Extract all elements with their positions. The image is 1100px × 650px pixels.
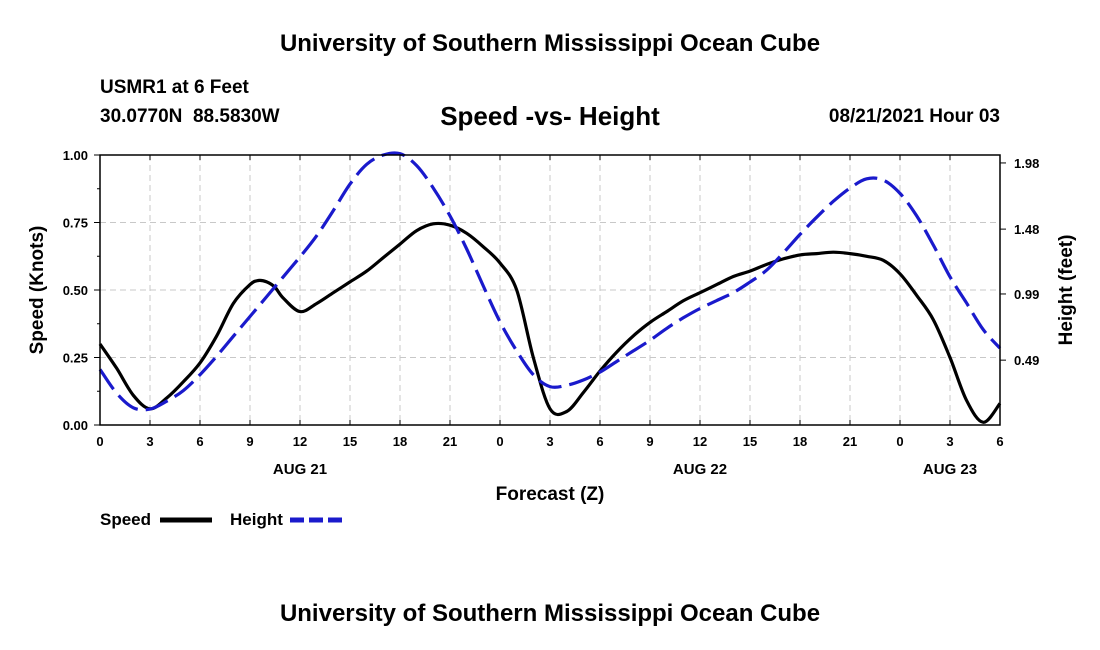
y2-tick-label: 0.99 (1014, 287, 1039, 302)
page-title: University of Southern Mississippi Ocean… (279, 30, 821, 57)
chart-title: Speed -vs- Height (440, 101, 660, 131)
y2-tick-label: 0.49 (1014, 353, 1039, 368)
footer-title: University of Southern Mississippi Ocean… (279, 600, 821, 627)
x-tick-label: 9 (246, 434, 253, 449)
series-lines (98, 151, 1002, 424)
x-axis-title: Forecast (Z) (496, 484, 605, 505)
y-tick-label: 1.00 (63, 148, 88, 163)
y-tick-label: 0.50 (63, 283, 88, 298)
tick-labels: 0 3 6 9 12 15 18 21 0 3 6 9 12 15 18 21 0 3 6 AUG 21 AUG 22 A… (63, 148, 1040, 478)
y2-tick-label: 1.48 (1014, 222, 1039, 237)
x-tick-label: 3 (546, 434, 553, 449)
x-tick-label: 18 (793, 434, 807, 449)
x-tick-label: 6 (996, 434, 1003, 449)
y-tick-label: 0.75 (63, 216, 88, 231)
legend: Speed Height (100, 510, 342, 529)
x-tick-label: 6 (196, 434, 203, 449)
date-label: AUG 21 (273, 461, 327, 478)
height-series-line (98, 151, 1002, 412)
x-tick-label: 9 (646, 434, 653, 449)
x-tick-label: 18 (393, 434, 407, 449)
x-tick-label: 12 (693, 434, 707, 449)
station-label: USMR1 at 6 Feet (100, 77, 249, 98)
x-tick-label: 3 (146, 434, 153, 449)
y-axis-title: Speed (Knots) (27, 226, 48, 355)
date-label: AUG 22 (673, 461, 727, 478)
x-tick-label: 15 (743, 434, 757, 449)
x-tick-label: 0 (96, 434, 103, 449)
axis-ticks (94, 154, 1006, 426)
x-tick-label: 0 (896, 434, 903, 449)
y-tick-label: 0.00 (63, 418, 88, 433)
speed-series-line (98, 221, 1002, 424)
y2-tick-label: 1.98 (1014, 156, 1039, 171)
y-tick-label: 0.25 (63, 351, 88, 366)
x-tick-label: 15 (343, 434, 357, 449)
coordinates-label: 30.0770N 88.5830W (100, 106, 280, 127)
x-tick-label: 21 (443, 434, 457, 449)
x-tick-label: 21 (843, 434, 857, 449)
datetime-label: 08/21/2021 Hour 03 (828, 106, 1000, 127)
legend-speed-label: Speed (100, 510, 151, 529)
legend-height-label: Height (230, 510, 283, 529)
date-label: AUG 23 (923, 461, 977, 478)
y2-axis-title: Height (feet) (1056, 235, 1077, 346)
x-tick-label: 0 (496, 434, 503, 449)
x-tick-label: 3 (946, 434, 953, 449)
x-tick-label: 12 (293, 434, 307, 449)
grid-lines (100, 155, 1000, 425)
x-tick-label: 6 (596, 434, 603, 449)
